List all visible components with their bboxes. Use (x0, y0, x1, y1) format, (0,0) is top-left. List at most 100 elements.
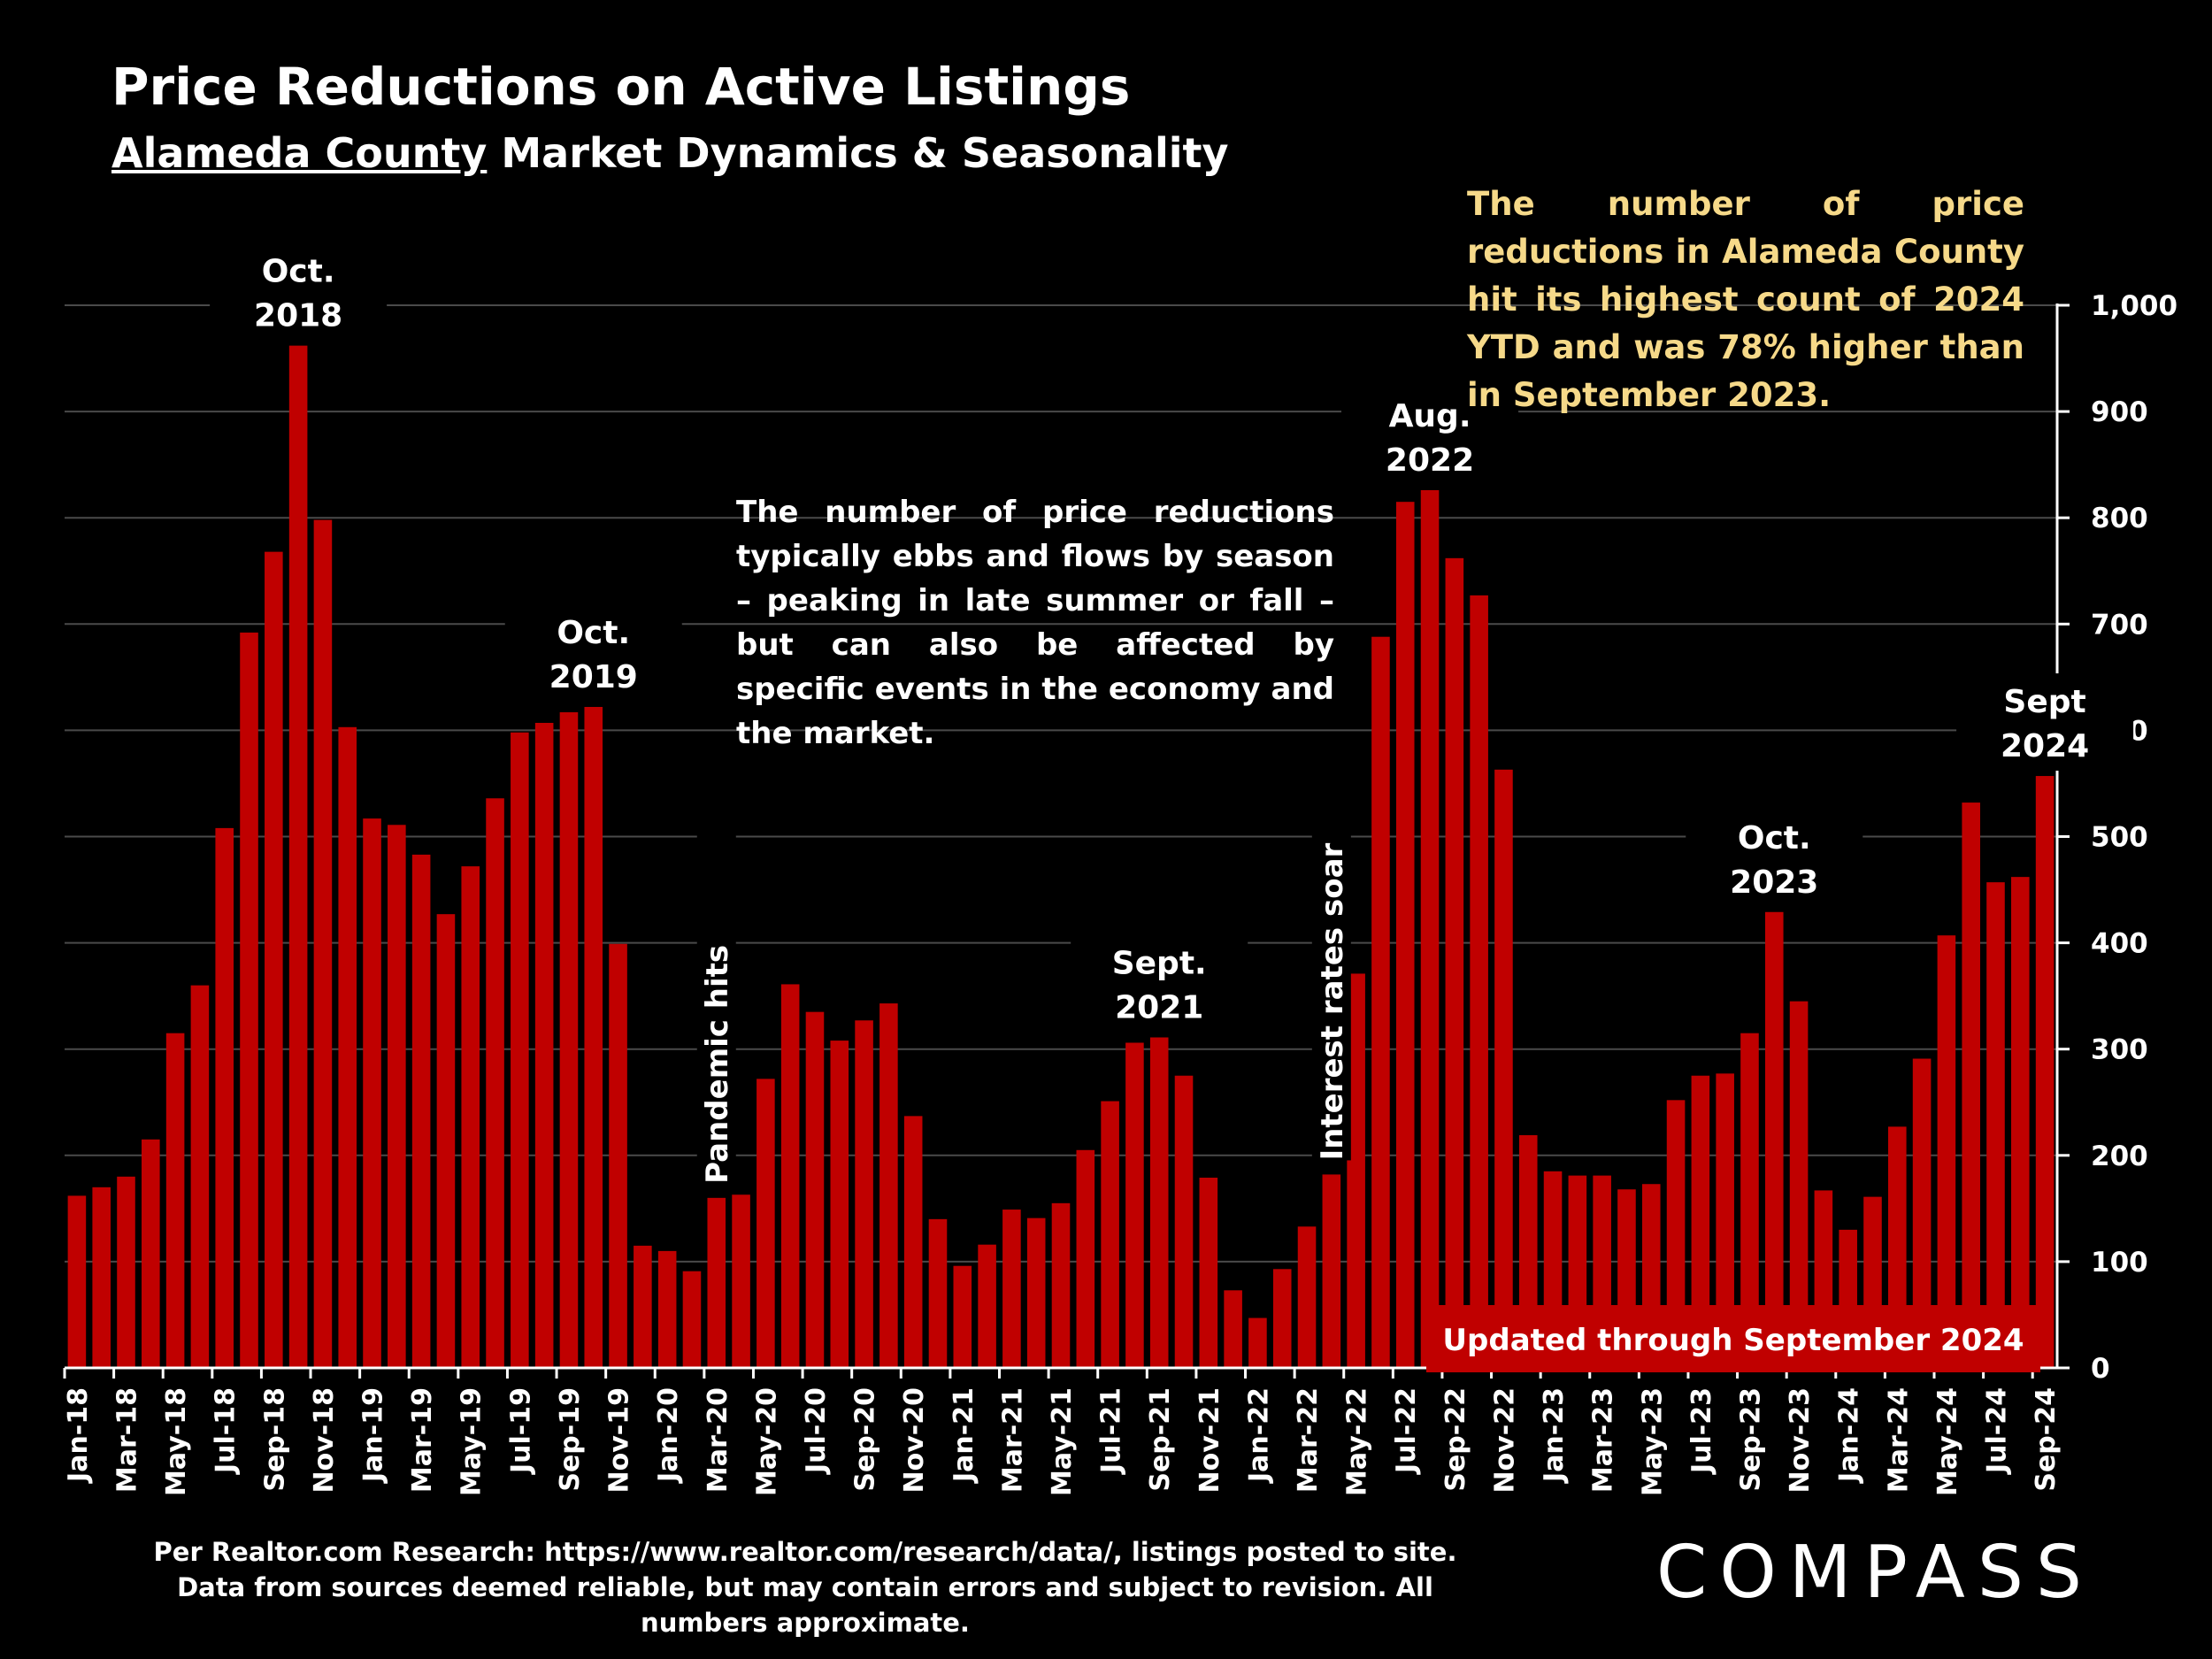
bar (486, 798, 504, 1368)
chart-title: Price Reductions on Active Listings (111, 57, 1131, 117)
bar (2011, 877, 2030, 1368)
x-tick-label: May-19 (457, 1387, 488, 1496)
y-tick-label: 700 (2091, 609, 2148, 641)
peak-annotation: 2024 (2001, 728, 2089, 764)
bar (559, 711, 579, 1368)
updated-banner-text: Updated through September 2024 (1442, 1323, 2024, 1358)
bar (1764, 911, 1784, 1368)
bar (265, 551, 283, 1368)
bar (1051, 1202, 1071, 1368)
x-tick-label: Nov-23 (1785, 1387, 1816, 1493)
chart-subtitle: Alameda County Market Dynamics & Seasona… (111, 129, 1229, 177)
bar (313, 519, 333, 1368)
bar (855, 1020, 873, 1368)
x-tick-label: Mar-22 (1293, 1387, 1324, 1493)
bar (1420, 489, 1440, 1368)
x-tick-label: Jan-23 (1539, 1387, 1570, 1484)
bar (1174, 1075, 1194, 1368)
bar (682, 1271, 702, 1368)
event-annotation: Interest rates soar (1315, 842, 1350, 1160)
bar (830, 1041, 849, 1368)
x-tick-label: Mar-24 (1883, 1387, 1914, 1493)
bar (1076, 1149, 1095, 1368)
x-tick-label: Nov-19 (604, 1387, 635, 1493)
subtitle-county: Alameda County (111, 129, 488, 177)
x-tick-label: Jan-22 (1243, 1387, 1274, 1484)
x-tick-label: Sep-23 (1735, 1387, 1766, 1492)
bar (953, 1265, 972, 1368)
bar (1445, 557, 1464, 1368)
x-tick-label: May-21 (1047, 1387, 1078, 1496)
bar (2035, 776, 2055, 1368)
x-tick-label: Jul-20 (801, 1387, 832, 1475)
y-tick-label: 400 (2091, 928, 2148, 960)
x-tick-label: Sep-18 (259, 1387, 290, 1492)
annotation-backdrop (696, 811, 736, 1184)
x-tick-label: Mar-19 (407, 1387, 438, 1493)
bar (1494, 769, 1513, 1368)
source-footnote: Per Realtor.com Research: https://www.re… (153, 1537, 1457, 1638)
bar (879, 1003, 898, 1368)
x-tick-label: May-20 (751, 1387, 782, 1496)
highlight-note: The number of price reductions in Alamed… (1467, 185, 2024, 414)
x-tick-label: Nov-22 (1489, 1387, 1520, 1493)
seasonality-note: The number of price reductions typically… (736, 495, 1334, 751)
bar (436, 914, 456, 1368)
bar (1002, 1210, 1021, 1368)
y-tick-label: 500 (2091, 822, 2148, 854)
bar (338, 726, 357, 1368)
annotation-backdrop (1686, 809, 1863, 907)
y-tick-label: 1,000 (2091, 290, 2177, 322)
y-tick-label: 200 (2091, 1141, 2148, 1172)
bar (363, 818, 381, 1368)
peak-annotation: 2019 (549, 659, 638, 695)
bar (117, 1176, 135, 1368)
x-tick-label: May-22 (1342, 1387, 1373, 1496)
peak-annotation: Oct. (1738, 820, 1811, 856)
subtitle-rest: Market Dynamics & Seasonality (487, 129, 1229, 177)
x-tick-label: Jul-19 (505, 1387, 536, 1475)
bar (657, 1250, 677, 1368)
x-tick-label: Sep-22 (1440, 1387, 1471, 1492)
bar (461, 866, 480, 1368)
y-tick-label: 100 (2091, 1247, 2148, 1279)
bar (928, 1218, 948, 1368)
peak-annotation: 2023 (1730, 864, 1818, 901)
bar (1199, 1178, 1218, 1368)
annotation-backdrop (1311, 788, 1351, 1161)
bar (240, 632, 258, 1368)
bar (215, 827, 234, 1368)
bar (67, 1195, 87, 1368)
compass-logo: COMPASS (1656, 1531, 2094, 1615)
bar (780, 984, 800, 1368)
x-tick-label: Mar-23 (1588, 1387, 1619, 1493)
bar (165, 1033, 185, 1368)
bar (1297, 1226, 1317, 1368)
bar (288, 345, 308, 1369)
annotation-backdrop (1071, 934, 1248, 1033)
bar (1789, 1001, 1809, 1368)
event-annotation: Pandemic hits (700, 945, 735, 1184)
x-tick-label: Mar-21 (997, 1387, 1028, 1493)
peak-annotation: 2022 (1386, 442, 1474, 479)
bar (92, 1187, 111, 1368)
x-tick-label: Jan-20 (653, 1387, 684, 1484)
x-tick-label: Mar-18 (112, 1387, 143, 1493)
bar (1272, 1269, 1292, 1368)
x-tick-label: Sep-20 (850, 1387, 881, 1492)
peak-annotation: Sept. (1112, 945, 1207, 981)
bar (1125, 1042, 1144, 1368)
x-tick-label: Jan-21 (949, 1387, 979, 1484)
bar (1248, 1317, 1267, 1368)
bar (732, 1194, 750, 1368)
annotation-backdrop (504, 603, 682, 702)
x-tick-label: Nov-20 (899, 1387, 930, 1493)
y-tick-label: 800 (2091, 503, 2148, 534)
bar (609, 943, 627, 1368)
y-tick-label: 0 (2091, 1353, 2110, 1385)
y-tick-label: 300 (2091, 1034, 2148, 1066)
y-tick-label: 900 (2091, 396, 2148, 428)
bar (190, 985, 210, 1368)
bar (1740, 1033, 1759, 1368)
